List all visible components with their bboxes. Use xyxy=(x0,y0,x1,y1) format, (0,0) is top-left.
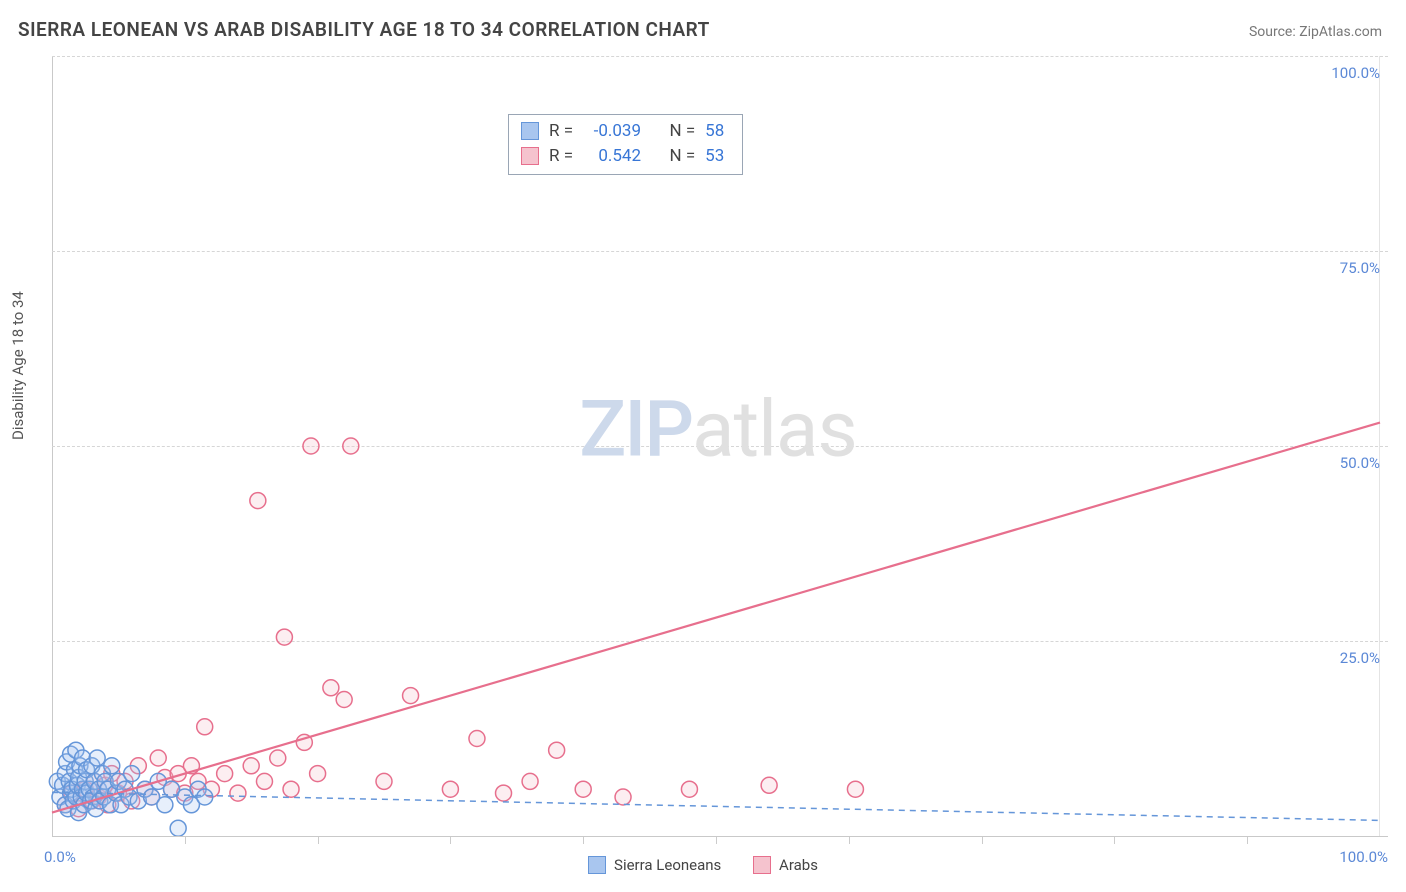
r-value-sierra: -0.039 xyxy=(583,119,641,144)
scatter-point xyxy=(243,758,259,774)
legend-swatch-arabs xyxy=(753,856,771,874)
r-value-arabs: 0.542 xyxy=(583,144,641,169)
scatter-point xyxy=(89,750,105,766)
y-axis-label: Disability Age 18 to 34 xyxy=(9,291,27,440)
scatter-point xyxy=(575,781,591,797)
scatter-point xyxy=(549,742,565,758)
source-value: ZipAtlas.com xyxy=(1299,24,1382,40)
scatter-point xyxy=(847,781,863,797)
legend-swatch-sierra xyxy=(588,856,606,874)
legend-label-sierra: Sierra Leoneans xyxy=(614,856,721,874)
x-tick xyxy=(583,836,584,844)
swatch-arabs xyxy=(521,147,539,165)
x-axis-line xyxy=(52,836,1388,837)
scatter-point xyxy=(170,820,186,836)
scatter-point xyxy=(681,781,697,797)
scatter-point xyxy=(442,781,458,797)
scatter-point xyxy=(150,750,166,766)
r-label: R = xyxy=(549,119,573,144)
x-tick xyxy=(982,836,983,844)
scatter-point xyxy=(197,789,213,805)
scatter-point xyxy=(336,692,352,708)
chart-area: 25.0%50.0%75.0%100.0% ZIPatlas R = -0.03… xyxy=(48,56,1388,836)
legend-item-arabs: Arabs xyxy=(753,856,818,874)
x-tick xyxy=(318,836,319,844)
source-attribution: Source: ZipAtlas.com xyxy=(1249,24,1382,40)
scatter-point xyxy=(250,493,266,509)
n-value-arabs: 53 xyxy=(705,144,724,169)
scatter-point xyxy=(256,773,272,789)
scatter-point xyxy=(310,766,326,782)
x-tick xyxy=(1114,836,1115,844)
n-value-sierra: 58 xyxy=(705,119,724,144)
regression-line xyxy=(52,792,1380,820)
stats-row-arabs: R = 0.542 N = 53 xyxy=(521,144,724,169)
scatter-point xyxy=(469,731,485,747)
x-tick xyxy=(450,836,451,844)
n-label: N = xyxy=(669,119,695,144)
chart-title: SIERRA LEONEAN VS ARAB DISABILITY AGE 18… xyxy=(18,18,710,41)
x-tick xyxy=(849,836,850,844)
x-tick xyxy=(1247,836,1248,844)
swatch-sierra xyxy=(521,122,539,140)
n-label: N = xyxy=(669,144,695,169)
legend-item-sierra: Sierra Leoneans xyxy=(588,856,721,874)
stats-row-sierra: R = -0.039 N = 58 xyxy=(521,119,724,144)
correlation-stats-box: R = -0.039 N = 58 R = 0.542 N = 53 xyxy=(508,114,743,175)
scatter-point xyxy=(403,688,419,704)
scatter-point xyxy=(283,781,299,797)
scatter-point xyxy=(303,438,319,454)
scatter-point xyxy=(761,777,777,793)
x-tick xyxy=(185,836,186,844)
scatter-point xyxy=(323,680,339,696)
scatter-point xyxy=(376,773,392,789)
regression-line xyxy=(52,423,1380,813)
scatter-point xyxy=(104,758,120,774)
scatter-point xyxy=(270,750,286,766)
chart-header: SIERRA LEONEAN VS ARAB DISABILITY AGE 18… xyxy=(0,0,1406,51)
scatter-point xyxy=(230,785,246,801)
x-tick xyxy=(716,836,717,844)
scatter-point xyxy=(157,797,173,813)
source-label: Source: xyxy=(1249,24,1299,40)
r-label: R = xyxy=(549,144,573,169)
scatter-point xyxy=(276,629,292,645)
scatter-point xyxy=(343,438,359,454)
scatter-point xyxy=(124,766,140,782)
legend-label-arabs: Arabs xyxy=(779,856,818,874)
scatter-point xyxy=(197,719,213,735)
scatter-point xyxy=(615,789,631,805)
scatter-point xyxy=(496,785,512,801)
scatter-point xyxy=(217,766,233,782)
scatter-point xyxy=(522,773,538,789)
bottom-legend: Sierra Leoneans Arabs xyxy=(0,856,1406,878)
